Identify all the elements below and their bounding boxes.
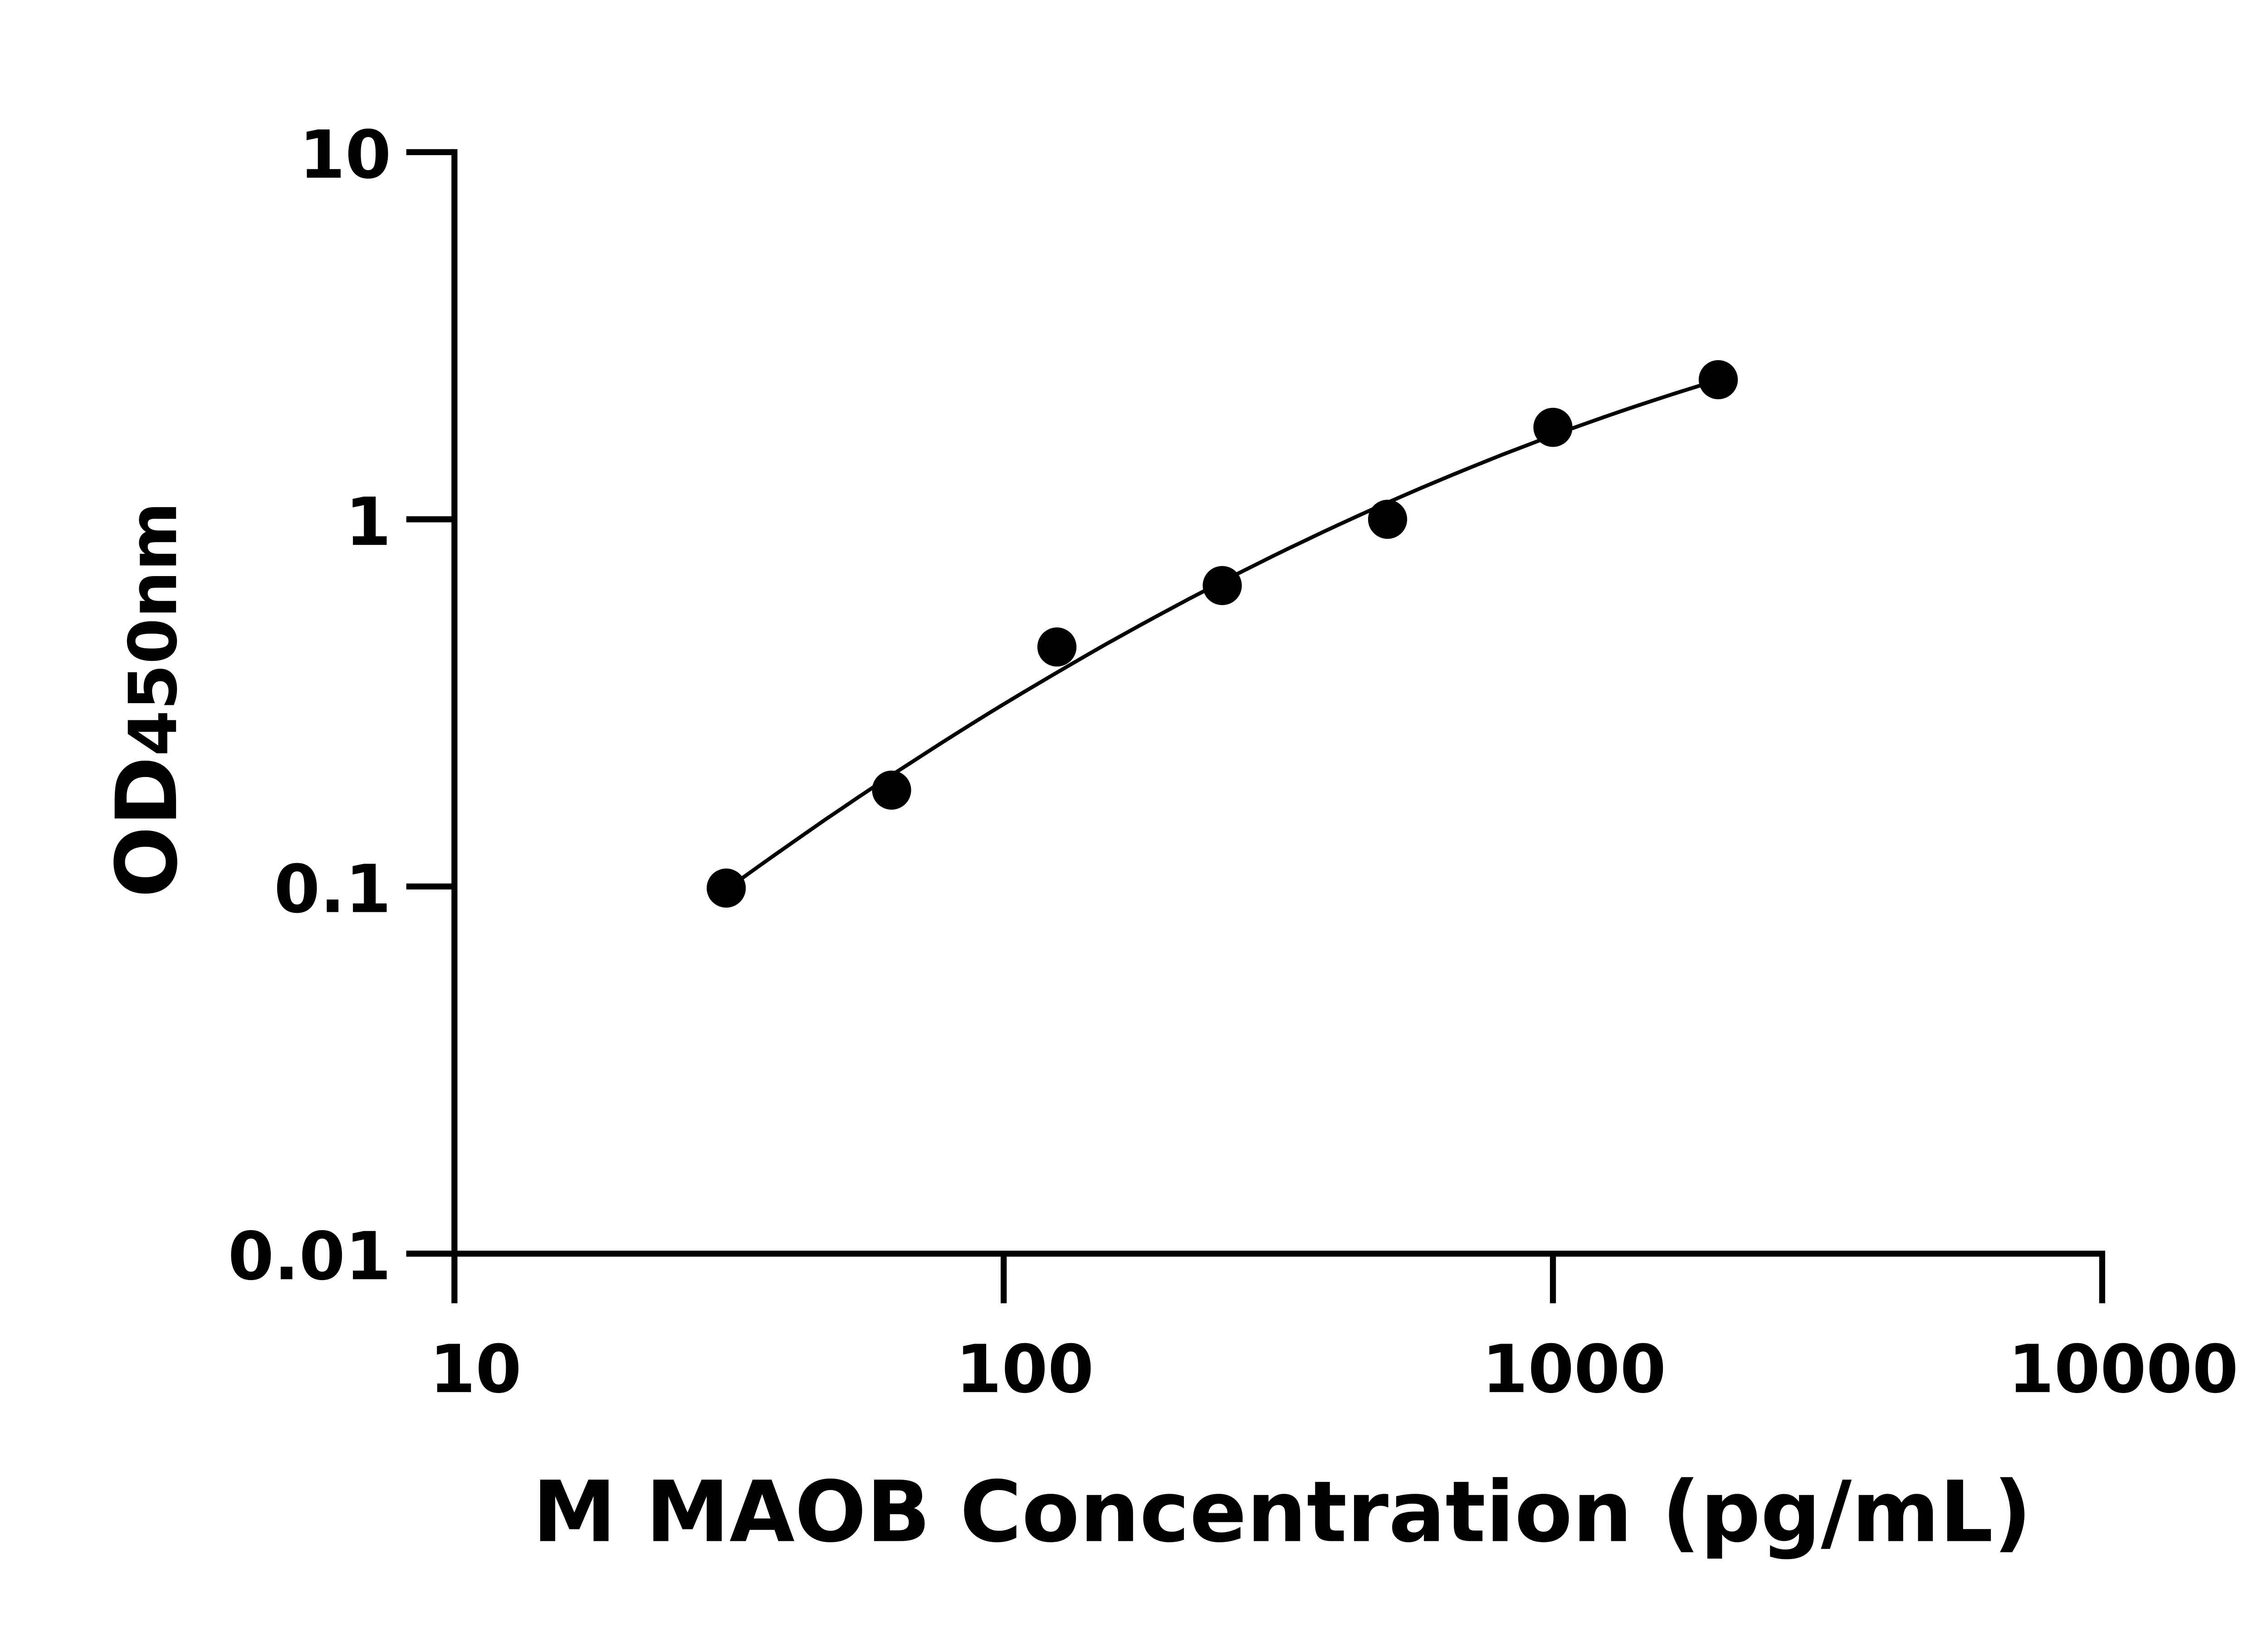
- data-point: [1533, 407, 1573, 447]
- x-axis: 10 100 1000 10000 M MAOB Concentration (pg/…: [406, 1251, 2239, 1561]
- y-axis: 0.01 0.1 1 10 OD450nm: [98, 117, 458, 1295]
- data-point: [1037, 627, 1077, 667]
- data-point: [1368, 499, 1408, 539]
- x-tick-label: 1000: [1482, 1331, 1666, 1408]
- y-axis-label: OD450nm: [98, 502, 196, 898]
- x-tick-label: 10000: [2008, 1331, 2239, 1408]
- y-axis-label-sub: 450nm: [115, 502, 192, 757]
- fit-curve: [725, 378, 1719, 891]
- y-tick-label: 10: [299, 117, 391, 194]
- y-axis-label-main: OD: [98, 756, 196, 898]
- x-axis-label: M MAOB Concentration (pg/mL): [533, 1463, 2032, 1561]
- data-point: [1202, 566, 1242, 606]
- data-point: [706, 868, 746, 908]
- x-tick-label: 10: [430, 1331, 522, 1408]
- y-tick-label: 1: [345, 484, 391, 561]
- y-tick-label: 0.01: [228, 1218, 391, 1295]
- data-point: [872, 770, 911, 810]
- y-tick-label: 0.1: [274, 851, 391, 928]
- x-tick-label: 100: [956, 1331, 1094, 1408]
- data-point: [1698, 360, 1738, 400]
